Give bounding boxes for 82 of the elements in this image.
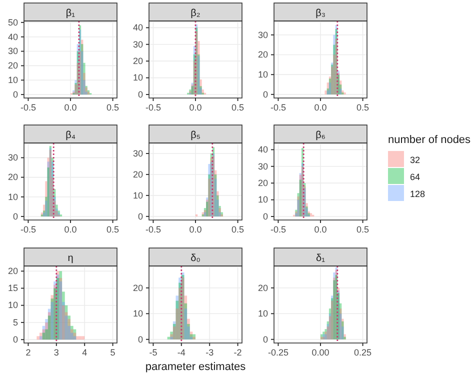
x-tick-label: -0.5	[145, 224, 161, 234]
chart-title: δ₀	[190, 253, 200, 264]
x-tick-label: -0.5	[20, 224, 36, 234]
x-tick-label: -0.5	[270, 102, 286, 112]
x-tick-label: 0.5	[232, 102, 244, 112]
x-tick-label: 0.00	[312, 347, 330, 358]
y-tick-label: 10	[258, 308, 268, 319]
y-tick-label: 30	[8, 152, 18, 163]
y-tick-label: 40	[132, 22, 143, 33]
y-tick-label: 10	[132, 190, 143, 200]
y-tick-label: 30	[8, 46, 18, 56]
y-tick-label: 20	[258, 282, 268, 293]
x-tick-label: 0.0	[314, 224, 327, 234]
y-tick-label: 20	[8, 266, 18, 276]
y-tick-label: 15	[8, 283, 18, 294]
x-tick-label: 3	[54, 347, 59, 358]
x-tick-label: -0.5	[20, 102, 36, 112]
y-tick-label: 0	[138, 211, 143, 222]
x-tick-label: -0.5	[270, 224, 286, 234]
x-tick-label: 0.5	[106, 224, 120, 234]
y-tick-label: 0	[12, 334, 18, 344]
y-tick-label: 5	[12, 317, 18, 328]
y-tick-label: 0	[138, 334, 143, 344]
y-tick-label: 10	[132, 72, 143, 83]
y-tick-label: 0	[262, 211, 268, 222]
x-tick-label: 0.5	[106, 102, 120, 112]
chart-title: β₃	[316, 8, 326, 19]
y-tick-label: 40	[8, 32, 18, 42]
y-tick-label: 20	[132, 56, 143, 66]
legend-label: 64	[410, 172, 420, 182]
x-tick-label: -3	[206, 347, 214, 358]
chart-title: β₂	[190, 8, 200, 19]
x-tick-label: -0.25	[268, 347, 288, 358]
y-tick-label: 30	[258, 30, 268, 40]
x-tick-label: -5	[149, 347, 158, 358]
y-tick-label: 30	[132, 39, 143, 50]
legend-label: 128	[410, 189, 426, 199]
chart-title: β₆	[316, 130, 326, 141]
x-tick-label: 0.5	[356, 102, 370, 112]
x-tick-label: -4	[177, 347, 186, 358]
y-tick-label: 10	[8, 75, 18, 85]
x-axis-title: parameter estimates	[145, 361, 246, 373]
x-tick-label: 0.0	[189, 102, 202, 112]
y-tick-label: 0	[12, 211, 18, 222]
x-tick-label: 0.25	[354, 347, 372, 358]
x-tick-label: 0.5	[356, 224, 370, 234]
chart-title: δ₁	[316, 253, 326, 264]
x-tick-label: 0.0	[189, 224, 202, 234]
y-tick-label: 10	[8, 192, 18, 202]
chart-title: β₁	[66, 8, 76, 19]
x-tick-label: 0.0	[64, 224, 77, 234]
legend-title: number of nodes	[388, 134, 472, 146]
chart-title: β₄	[66, 130, 76, 141]
x-tick-label: 0.0	[314, 102, 327, 112]
x-tick-label: 0.0	[64, 102, 77, 112]
y-tick-label: 10	[8, 300, 18, 310]
y-tick-label: 20	[8, 60, 18, 71]
y-tick-label: 50	[8, 17, 18, 28]
y-tick-label: 10	[258, 194, 268, 205]
y-tick-label: 20	[132, 282, 143, 293]
y-tick-label: 20	[8, 172, 18, 182]
y-tick-label: 0	[262, 334, 268, 344]
y-tick-label: 20	[132, 169, 143, 180]
x-tick-label: 0.5	[232, 224, 244, 234]
y-tick-label: 10	[132, 308, 143, 319]
x-tick-label: -2	[234, 347, 242, 358]
y-tick-label: 0	[138, 89, 143, 100]
y-tick-label: 20	[258, 50, 268, 60]
y-tick-label: 30	[132, 148, 143, 158]
chart-title: η	[68, 253, 74, 264]
x-tick-label: 5	[110, 347, 116, 358]
x-tick-label: -0.5	[145, 102, 161, 112]
chart-title: β₅	[190, 130, 200, 141]
y-tick-label: 0	[12, 89, 18, 100]
x-tick-label: 2	[26, 347, 31, 358]
y-tick-label: 0	[262, 89, 268, 100]
y-tick-label: 40	[258, 144, 268, 155]
y-tick-label: 20	[258, 178, 268, 188]
y-tick-label: 10	[258, 69, 268, 80]
x-tick-label: 4	[82, 347, 88, 358]
legend-label: 32	[410, 155, 420, 165]
y-tick-label: 30	[258, 161, 268, 172]
